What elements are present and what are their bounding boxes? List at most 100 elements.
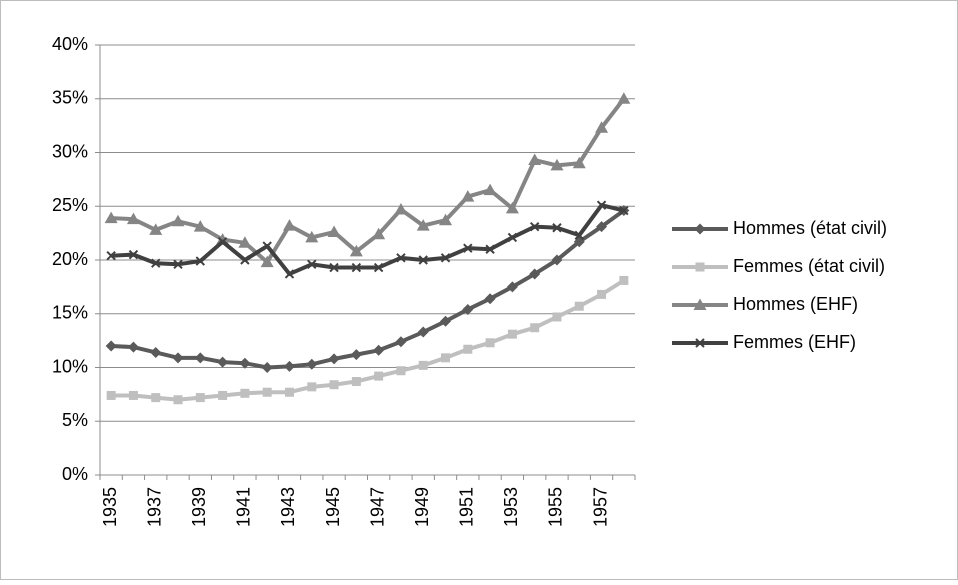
legend-label: Femmes (état civil) <box>733 256 885 276</box>
data-point <box>238 236 252 248</box>
data-point <box>572 156 586 169</box>
x-tick-label: 1957 <box>590 487 610 527</box>
data-point <box>483 183 497 196</box>
data-point <box>239 357 251 369</box>
data-point <box>530 323 540 333</box>
data-point <box>194 352 206 364</box>
data-point <box>284 269 295 279</box>
y-tick-label: 15% <box>52 303 88 323</box>
data-point <box>329 262 339 273</box>
data-point <box>351 262 362 273</box>
data-point <box>149 223 163 235</box>
data-point <box>529 221 540 232</box>
data-point <box>485 244 495 254</box>
data-point <box>552 223 562 233</box>
data-point <box>461 190 475 202</box>
data-point <box>619 205 629 216</box>
data-point <box>195 393 205 403</box>
data-point <box>617 92 631 104</box>
x-tick-label: 1951 <box>457 487 477 527</box>
y-tick-label: 0% <box>62 464 88 484</box>
data-point <box>596 200 607 210</box>
data-point <box>396 366 406 376</box>
x-tick-label: 1947 <box>367 487 387 527</box>
data-point <box>506 281 518 293</box>
data-point <box>106 390 116 400</box>
data-point <box>217 356 229 368</box>
data-point <box>126 212 140 225</box>
data-point <box>597 289 607 299</box>
data-point <box>127 341 139 353</box>
y-tick-label: 35% <box>52 88 88 108</box>
series-line <box>111 203 625 276</box>
data-point <box>306 358 318 370</box>
data-point <box>171 214 185 227</box>
legend-marker <box>694 223 706 235</box>
data-point <box>173 395 183 405</box>
data-point <box>240 388 250 398</box>
data-point <box>462 303 474 315</box>
x-tick-label: 1949 <box>412 487 432 527</box>
y-tick-label: 5% <box>62 410 88 430</box>
y-tick-label: 10% <box>52 356 88 376</box>
data-point <box>372 227 386 240</box>
data-point <box>373 262 384 273</box>
data-point <box>260 255 274 268</box>
data-point <box>106 250 116 261</box>
data-point <box>261 362 273 373</box>
data-point <box>439 213 453 226</box>
data-point <box>240 255 250 265</box>
data-point <box>395 336 407 348</box>
data-point <box>574 230 584 240</box>
data-point <box>619 275 629 285</box>
data-point <box>105 340 117 352</box>
data-point <box>193 220 207 232</box>
data-point <box>574 301 584 311</box>
x-tick-label: 1945 <box>323 487 343 527</box>
legend-label: Hommes (EHF) <box>733 294 858 314</box>
legend-marker <box>695 262 705 272</box>
data-point <box>529 268 541 280</box>
x-tick-label: 1943 <box>278 487 298 527</box>
data-point <box>505 201 519 214</box>
data-point <box>484 293 496 305</box>
data-point <box>463 243 473 253</box>
data-point <box>172 352 184 364</box>
x-tick-label: 1941 <box>234 487 254 527</box>
data-point <box>218 390 228 400</box>
data-point <box>150 346 162 358</box>
data-point <box>350 349 362 361</box>
data-point <box>104 211 118 224</box>
data-point <box>485 338 495 348</box>
data-point <box>550 158 564 171</box>
y-tick-label: 30% <box>52 141 88 161</box>
data-point <box>195 256 206 266</box>
data-point <box>551 254 563 266</box>
data-point <box>552 312 562 322</box>
data-point <box>440 315 452 327</box>
legend-marker <box>693 298 707 310</box>
x-tick-label: 1935 <box>100 487 120 527</box>
y-tick-label: 40% <box>52 34 88 54</box>
data-point <box>216 233 230 245</box>
data-point <box>282 219 296 231</box>
data-point <box>351 376 361 386</box>
data-point <box>507 329 517 339</box>
x-tick-label: 1939 <box>189 487 209 527</box>
data-point <box>595 121 609 133</box>
x-tick-label: 1955 <box>546 487 566 527</box>
data-point <box>327 225 341 238</box>
data-point <box>349 244 363 257</box>
data-point <box>151 258 161 268</box>
data-point <box>283 360 295 372</box>
data-point <box>262 241 272 251</box>
data-point <box>463 344 473 354</box>
data-point <box>128 249 139 260</box>
data-point <box>262 387 272 397</box>
data-point <box>284 387 294 397</box>
data-point <box>440 253 451 263</box>
y-tick-label: 20% <box>52 249 88 269</box>
legend-label: Femmes (EHF) <box>733 332 856 352</box>
data-point <box>307 259 317 270</box>
